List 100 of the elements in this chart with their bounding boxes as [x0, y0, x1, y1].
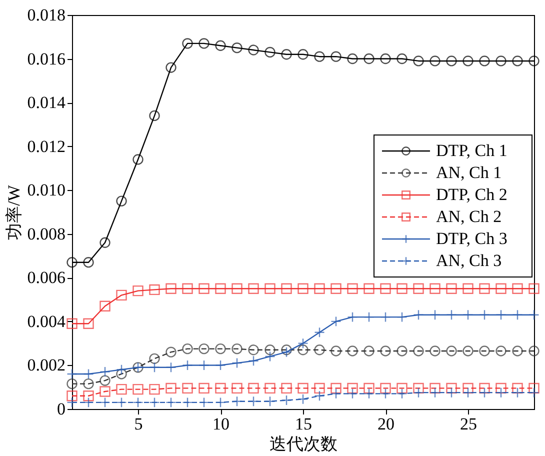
point: [462, 56, 474, 66]
legend-label: DTP, Ch 2: [436, 185, 508, 204]
point: [215, 382, 226, 394]
point: [413, 346, 424, 356]
legend-label: AN, Ch 3: [436, 251, 502, 270]
point: [364, 312, 374, 322]
y-tick-label: 0: [57, 400, 66, 418]
y-tick-label: 0.006: [27, 268, 66, 288]
point: [166, 283, 176, 294]
point: [66, 318, 78, 329]
point: [264, 351, 276, 362]
point: [512, 346, 523, 356]
point: [496, 56, 506, 66]
point: [100, 366, 110, 378]
point: [232, 42, 242, 54]
point: [100, 237, 110, 248]
point: [512, 387, 523, 398]
point: [528, 346, 540, 356]
point: [232, 343, 242, 354]
legend-label: AN, Ch 1: [436, 163, 502, 182]
point: [264, 382, 276, 394]
point: [330, 316, 342, 327]
point: [116, 196, 127, 206]
point: [198, 397, 210, 408]
point: [314, 283, 325, 294]
point: [116, 290, 127, 301]
point: [314, 51, 325, 62]
point: [512, 56, 523, 66]
point: [380, 388, 391, 400]
point: [166, 346, 176, 358]
point: [330, 283, 342, 294]
point: [83, 378, 94, 390]
point: [479, 387, 490, 398]
point: [166, 382, 176, 394]
y-tick-label: 0.016: [27, 49, 66, 68]
point: [248, 44, 259, 56]
point: [149, 384, 160, 395]
point: [248, 356, 259, 366]
point: [380, 312, 391, 322]
point: [314, 390, 325, 402]
point: [215, 360, 226, 371]
point: [298, 382, 308, 394]
point: [396, 283, 408, 294]
point: [430, 346, 440, 356]
x-tick-label: 5: [134, 414, 143, 434]
point: [248, 344, 259, 356]
point: [298, 49, 308, 60]
point: [413, 310, 424, 320]
point: [198, 360, 210, 371]
point: [149, 353, 160, 364]
point: [149, 110, 160, 122]
point: [116, 384, 127, 395]
point: [347, 382, 358, 394]
point: [232, 396, 242, 407]
point: [83, 390, 94, 402]
y-tick-label: 0.004: [27, 312, 66, 331]
point: [396, 346, 408, 356]
point: [347, 53, 358, 64]
point: [198, 283, 210, 294]
point: [512, 310, 523, 320]
y-tick-label: 0.018: [27, 6, 66, 24]
point: [248, 283, 259, 294]
point: [66, 378, 78, 390]
point: [116, 397, 127, 408]
point: [512, 382, 523, 394]
point: [116, 368, 127, 380]
point: [264, 396, 276, 407]
point: [462, 346, 474, 356]
point: [380, 382, 391, 394]
x-tick-label: 20: [378, 414, 394, 434]
point: [198, 38, 210, 49]
point: [182, 283, 193, 294]
point: [314, 327, 325, 338]
y-tick-label: 0.002: [27, 356, 66, 375]
legend-label: AN, Ch 2: [436, 207, 502, 226]
point: [380, 53, 391, 64]
point: [528, 382, 540, 394]
point: [446, 310, 457, 320]
y-tick-label: 0.014: [27, 93, 66, 112]
point: [298, 344, 308, 356]
point: [182, 360, 193, 371]
point: [281, 382, 292, 394]
point: [232, 283, 242, 294]
point: [132, 397, 144, 408]
point: [330, 346, 342, 356]
point: [132, 384, 144, 395]
x-tick-label: 15: [295, 414, 312, 434]
point: [413, 56, 424, 66]
point: [149, 284, 160, 296]
point: [166, 362, 176, 373]
y-tick-label: 0.010: [27, 180, 66, 200]
point: [198, 343, 210, 354]
y-tick-label: 0.008: [27, 224, 66, 244]
point: [496, 310, 506, 320]
point: [430, 387, 440, 398]
y-tick-label: 0.012: [27, 136, 66, 156]
point: [83, 397, 94, 408]
point: [479, 346, 490, 356]
point: [528, 283, 540, 294]
point: [413, 382, 424, 394]
